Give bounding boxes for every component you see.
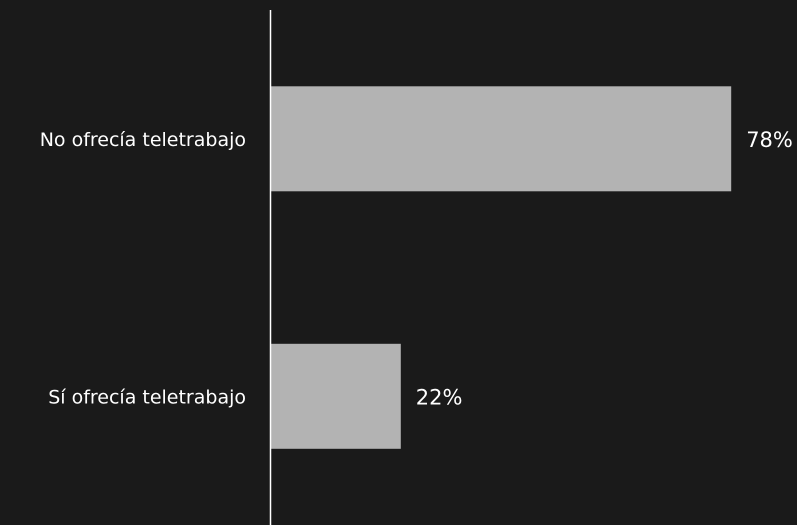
value-label-0: 78% xyxy=(746,128,793,152)
category-label-1: Sí ofrecía teletrabajo xyxy=(48,386,246,408)
value-label-1: 22% xyxy=(416,385,463,409)
bar-0 xyxy=(271,86,732,192)
bar-1 xyxy=(271,343,401,449)
bars-group xyxy=(271,86,732,449)
labels-group: No ofrecía teletrabajo 78% Sí ofrecía tele… xyxy=(40,128,793,410)
category-label-0: No ofrecía teletrabajo xyxy=(40,129,246,151)
